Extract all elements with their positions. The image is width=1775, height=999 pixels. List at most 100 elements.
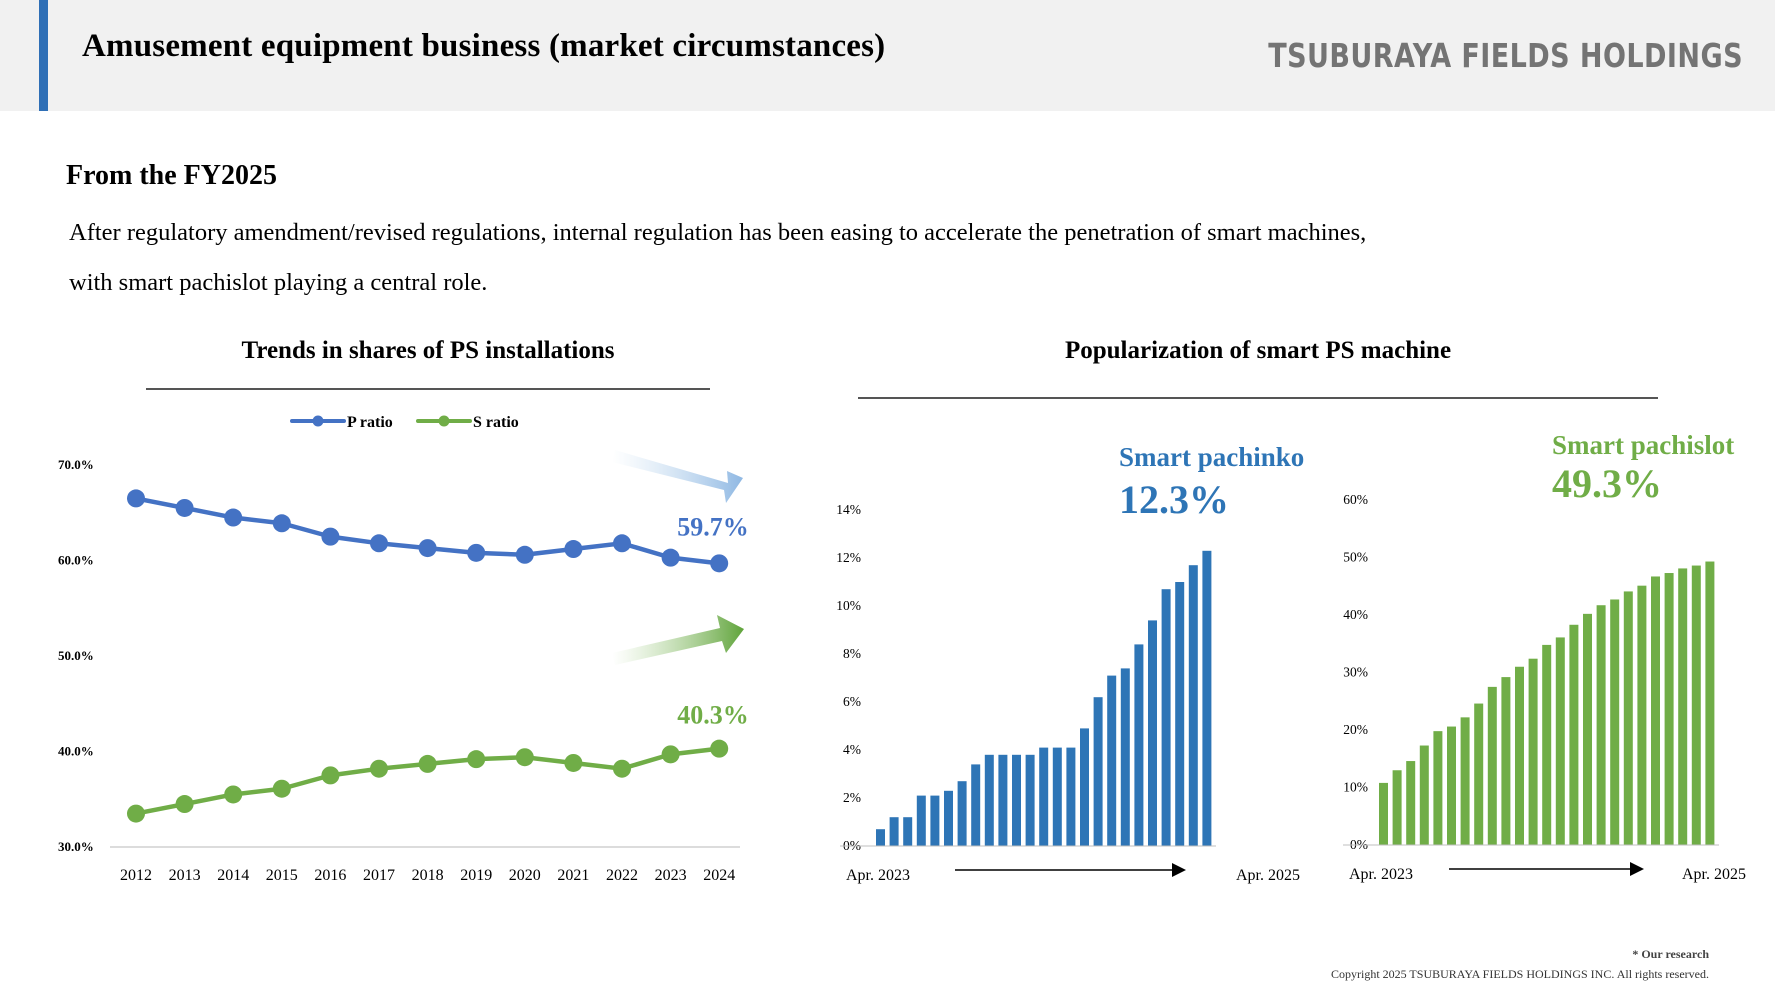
bar xyxy=(1406,761,1416,845)
bar xyxy=(1610,599,1620,845)
bar xyxy=(1202,550,1212,846)
x-tick-label: 2018 xyxy=(412,867,444,884)
bar xyxy=(1542,644,1552,845)
bar xyxy=(1012,754,1021,846)
x-tick-label: 2015 xyxy=(266,867,298,884)
bar xyxy=(1474,703,1484,845)
y-tick-label: 60.0% xyxy=(58,553,94,568)
y-tick-label: 30.0% xyxy=(58,839,94,854)
bar xyxy=(1555,637,1565,845)
bar xyxy=(1066,747,1076,846)
brand-logo: TSUBURAYA FIELDS HOLDINGS xyxy=(1268,36,1743,75)
bar xyxy=(984,754,994,846)
bar xyxy=(889,817,899,846)
y-tick-label: 60% xyxy=(1343,492,1368,507)
bar xyxy=(1379,782,1388,845)
bar xyxy=(944,790,953,846)
x-end-label: Apr. 2025 xyxy=(1236,867,1300,884)
bar xyxy=(1569,624,1579,845)
y-tick-label: 10% xyxy=(836,598,861,613)
header-accent-bar xyxy=(39,0,48,111)
trend-arrow-up-icon xyxy=(612,615,744,665)
x-tick-label: 2024 xyxy=(703,867,735,884)
bar xyxy=(876,829,885,846)
bar xyxy=(1447,726,1456,845)
bar xyxy=(1080,728,1089,846)
bar xyxy=(998,754,1008,846)
legend-label: P ratio xyxy=(347,414,393,431)
bar xyxy=(903,817,913,846)
bar xyxy=(1460,717,1470,845)
bar xyxy=(1188,565,1198,846)
y-tick-label: 30% xyxy=(1343,665,1368,680)
data-point xyxy=(515,545,534,564)
y-tick-label: 40% xyxy=(1343,607,1368,622)
section-subtitle: From the FY2025 xyxy=(66,160,277,191)
data-point xyxy=(370,534,388,553)
y-tick-label: 6% xyxy=(843,694,861,709)
left-chart-title: Trends in shares of PS installations xyxy=(241,337,615,364)
x-tick-label: 2019 xyxy=(460,867,492,884)
data-point xyxy=(515,748,534,767)
x-start-label: Apr. 2023 xyxy=(1349,866,1413,883)
data-point xyxy=(467,750,486,769)
bar xyxy=(1093,697,1103,846)
bar xyxy=(1433,731,1443,845)
bar xyxy=(1148,620,1157,846)
y-tick-label: 40.0% xyxy=(58,744,94,759)
bar xyxy=(1501,677,1511,845)
bar xyxy=(957,781,967,846)
bar xyxy=(1664,573,1674,845)
data-point xyxy=(321,527,340,546)
bar xyxy=(1678,568,1688,845)
y-tick-label: 2% xyxy=(843,790,861,805)
data-point xyxy=(127,489,145,508)
annotation-p-ratio: 59.7% xyxy=(677,512,749,541)
bar-chart-highlight: 49.3% xyxy=(1552,461,1662,506)
y-tick-label: 50% xyxy=(1343,550,1368,565)
left-title-rule xyxy=(146,388,710,390)
y-tick-label: 50.0% xyxy=(58,648,94,663)
body-text-line-1: After regulatory amendment/revised regul… xyxy=(69,219,1367,246)
bar xyxy=(1637,585,1647,845)
bar-chart-smart-pachislot: Smart pachislot49.3%60%50%40%30%20%10%0%… xyxy=(1343,430,1746,883)
header: Amusement equipment business (market cir… xyxy=(0,0,1775,111)
arrow-right-icon xyxy=(1172,863,1186,877)
data-point xyxy=(710,739,729,758)
bar xyxy=(1419,745,1429,845)
data-point xyxy=(418,754,437,773)
bar xyxy=(1107,675,1117,846)
data-point xyxy=(661,745,680,764)
data-point xyxy=(564,753,583,772)
x-tick-label: 2023 xyxy=(655,867,687,884)
y-tick-label: 10% xyxy=(1343,780,1368,795)
page-title: Amusement equipment business (market cir… xyxy=(82,28,886,64)
bar xyxy=(930,795,940,846)
x-tick-label: 2012 xyxy=(120,867,152,884)
bar-chart-highlight: 12.3% xyxy=(1119,477,1229,522)
y-tick-label: 12% xyxy=(836,550,861,565)
data-point xyxy=(370,759,388,778)
bar xyxy=(1691,565,1701,845)
bar xyxy=(1487,686,1497,845)
right-chart-title: Popularization of smart PS machine xyxy=(1064,337,1452,364)
data-point xyxy=(418,539,437,558)
footnote: * Our research xyxy=(1632,947,1709,961)
bar xyxy=(1596,605,1606,845)
data-point xyxy=(564,540,583,559)
line-chart: 70.0% 60.0% 50.0% 40.0% 30.0% 2012 2013 2014 201… xyxy=(58,414,749,884)
x-end-label: Apr. 2025 xyxy=(1682,866,1746,883)
y-tick-label: 20% xyxy=(1343,722,1368,737)
data-point xyxy=(175,498,194,517)
data-point xyxy=(224,508,243,527)
bar xyxy=(1052,747,1062,846)
bar xyxy=(1515,666,1524,845)
bar xyxy=(1583,613,1592,845)
bar xyxy=(1705,561,1715,845)
data-point xyxy=(127,804,145,823)
bar xyxy=(1025,754,1035,846)
y-tick-label: 70.0% xyxy=(58,457,94,472)
y-tick-label: 8% xyxy=(843,646,861,661)
bar-chart-title: Smart pachislot xyxy=(1552,430,1734,460)
x-tick-label: 2021 xyxy=(557,867,589,884)
